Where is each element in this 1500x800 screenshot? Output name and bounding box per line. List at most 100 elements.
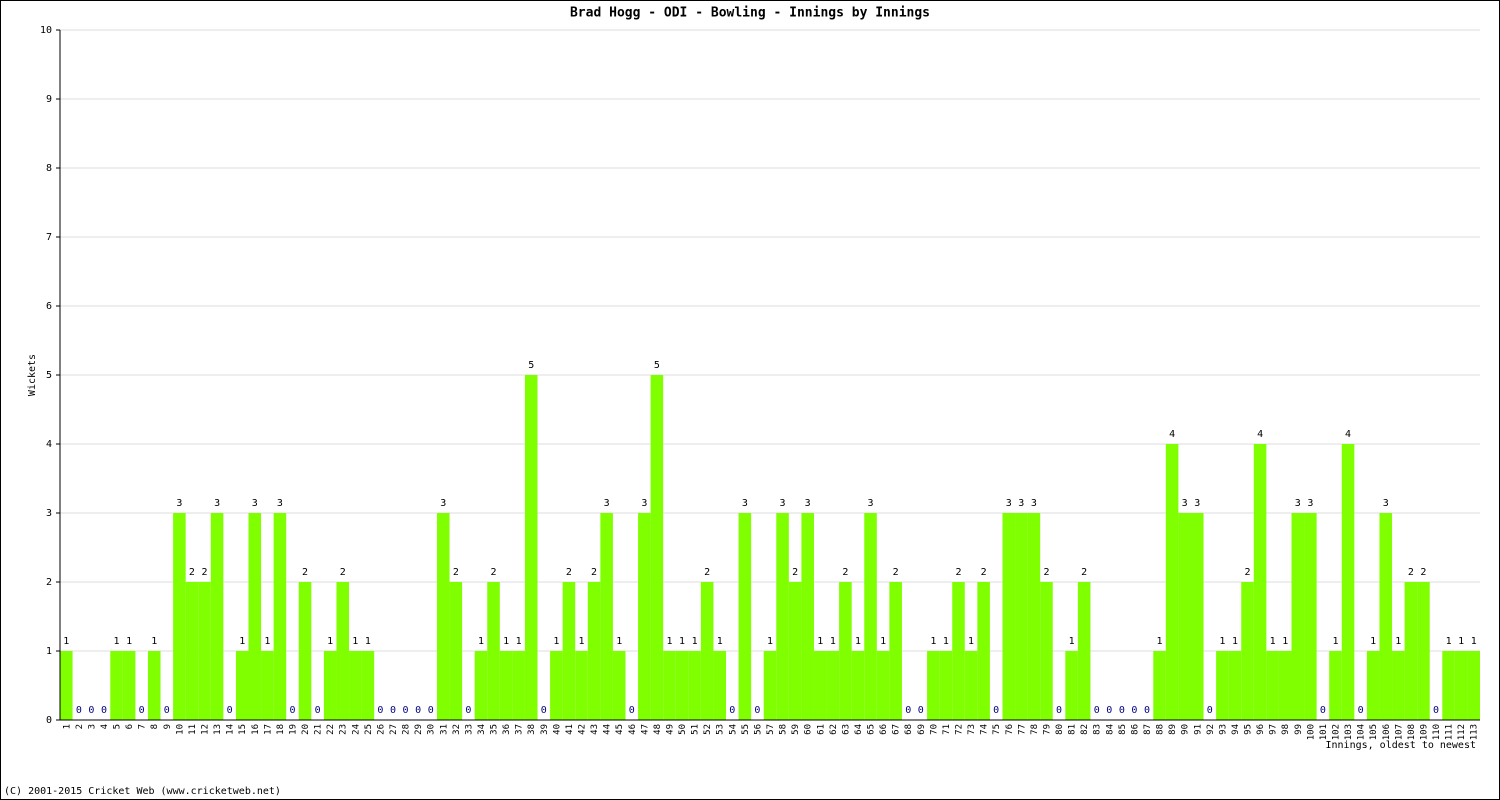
bar [147, 651, 161, 720]
value-label: 3 [440, 498, 446, 509]
x-tick-label: 34 [477, 724, 487, 735]
bar [1291, 513, 1305, 720]
bar [1216, 651, 1229, 720]
x-tick-label: 33 [464, 724, 474, 735]
x-tick-label: 98 [1281, 724, 1291, 735]
x-tick-label: 51 [691, 724, 701, 735]
x-tick-label: 107 [1394, 724, 1404, 740]
y-tick-label: 3 [46, 508, 52, 519]
x-tick-label: 59 [791, 724, 801, 735]
value-label: 1 [767, 636, 773, 647]
bar [1404, 582, 1418, 720]
value-label: 1 [1157, 636, 1163, 647]
bar [700, 582, 714, 720]
bar [952, 582, 965, 720]
value-label: 2 [302, 567, 308, 578]
value-label: 2 [566, 567, 572, 578]
x-tick-label: 24 [351, 724, 361, 735]
value-label: 1 [126, 636, 132, 647]
x-tick-label: 63 [841, 724, 851, 735]
x-tick-label: 101 [1319, 724, 1329, 740]
value-label: 2 [893, 567, 899, 578]
value-label: 0 [403, 705, 409, 716]
bar [964, 651, 978, 720]
bar [436, 513, 450, 720]
x-tick-label: 81 [1068, 724, 1078, 735]
x-tick-label: 14 [226, 724, 236, 735]
value-label: 4 [1169, 429, 1175, 440]
bar [336, 582, 350, 720]
value-label: 0 [993, 705, 999, 716]
value-label: 2 [1408, 567, 1414, 578]
x-tick-label: 25 [364, 724, 374, 735]
value-label: 0 [905, 705, 911, 716]
value-label: 1 [666, 636, 672, 647]
value-label: 2 [591, 567, 597, 578]
value-label: 0 [1433, 705, 1439, 716]
value-label: 2 [340, 567, 346, 578]
value-label: 1 [1395, 636, 1401, 647]
x-tick-label: 30 [427, 724, 437, 735]
bar [1454, 651, 1468, 720]
bar [235, 651, 249, 720]
x-tick-label: 58 [779, 724, 789, 735]
bar [587, 582, 601, 720]
value-label: 1 [1446, 636, 1452, 647]
x-tick-label: 112 [1457, 724, 1467, 740]
value-label: 1 [1069, 636, 1075, 647]
value-label: 3 [1182, 498, 1188, 509]
value-label: 0 [415, 705, 421, 716]
value-label: 0 [1320, 705, 1326, 716]
x-tick-label: 87 [1143, 724, 1153, 735]
x-tick-label: 6 [125, 724, 135, 729]
value-label: 4 [1345, 429, 1351, 440]
value-label: 1 [968, 636, 974, 647]
value-label: 1 [1471, 636, 1477, 647]
value-label: 5 [654, 360, 660, 371]
bar [675, 651, 689, 720]
bar [1178, 513, 1191, 720]
y-tick-label: 10 [40, 25, 52, 36]
x-tick-label: 89 [1168, 724, 1178, 735]
bar [449, 582, 463, 720]
value-label: 0 [629, 705, 635, 716]
bar [550, 651, 563, 720]
x-tick-label: 66 [879, 724, 889, 735]
x-tick-label: 80 [1055, 724, 1065, 735]
value-label: 1 [151, 636, 157, 647]
value-label: 1 [830, 636, 836, 647]
y-tick-label: 8 [46, 163, 52, 174]
x-tick-label: 15 [238, 724, 248, 735]
value-label: 1 [63, 636, 69, 647]
x-axis-label: Innings, oldest to newest [1325, 740, 1476, 751]
value-label: 1 [930, 636, 936, 647]
value-label: 2 [792, 567, 798, 578]
value-label: 0 [428, 705, 434, 716]
value-label: 1 [717, 636, 723, 647]
value-label: 1 [1219, 636, 1225, 647]
bar [889, 582, 902, 720]
x-tick-label: 99 [1294, 724, 1304, 735]
x-tick-label: 3 [87, 724, 97, 729]
x-tick-label: 11 [188, 724, 198, 735]
value-label: 0 [1131, 705, 1137, 716]
bar [1341, 444, 1355, 720]
x-tick-label: 46 [628, 724, 638, 735]
x-tick-label: 42 [578, 724, 588, 735]
y-tick-label: 6 [46, 301, 52, 312]
bar [1392, 651, 1405, 720]
bar [1278, 651, 1292, 720]
value-label: 2 [981, 567, 987, 578]
x-tick-label: 41 [565, 724, 575, 735]
value-label: 1 [352, 636, 358, 647]
x-tick-label: 52 [703, 724, 713, 735]
bar [1027, 513, 1041, 720]
value-label: 3 [1307, 498, 1313, 509]
bar [122, 651, 136, 720]
value-label: 1 [239, 636, 245, 647]
bar [638, 513, 651, 720]
x-tick-label: 86 [1130, 724, 1140, 735]
bar [1015, 513, 1028, 720]
x-tick-label: 110 [1432, 724, 1442, 740]
